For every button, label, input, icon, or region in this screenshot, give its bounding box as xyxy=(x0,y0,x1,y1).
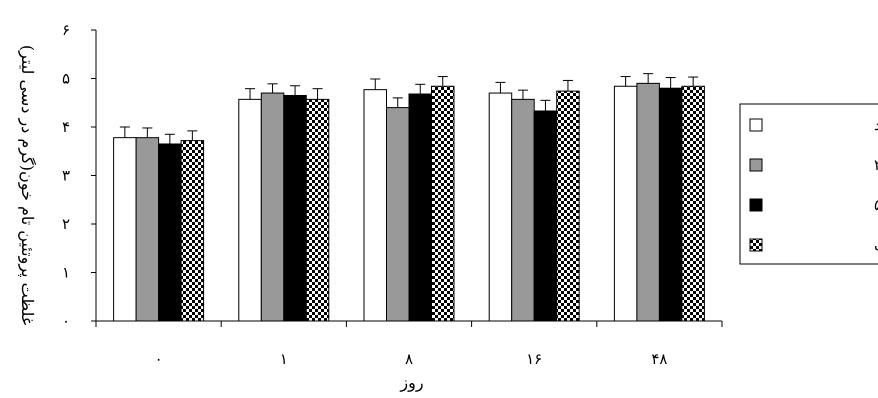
bar xyxy=(636,82,660,322)
legend-box xyxy=(739,103,878,265)
y-tick-label: ۵ xyxy=(62,70,70,88)
bar xyxy=(488,92,513,322)
bar xyxy=(113,137,137,322)
bar xyxy=(260,92,285,322)
bar xyxy=(238,98,262,322)
x-tick-label: ۰ xyxy=(155,350,163,368)
legend-label: شاهد xyxy=(874,116,878,134)
x-tick-label: ۱۶ xyxy=(526,350,542,368)
y-tick-label: ۳ xyxy=(62,167,70,185)
x-axis-title: روز xyxy=(399,373,423,392)
legend-label: پروبیوتیک ۲/۵ xyxy=(874,156,878,174)
bar xyxy=(305,98,330,322)
y-tick-label: ۴ xyxy=(62,118,70,136)
legend: شاهد پروبیوتیک ۲/۵ پروبیوتیک ۵ سینبیوتیک xyxy=(739,103,878,265)
legend-label: سینبیوتیک xyxy=(874,236,878,254)
y-tick-label: ۱ xyxy=(62,264,70,282)
x-tick-label: ۸ xyxy=(405,350,413,368)
bar xyxy=(158,143,182,322)
y-tick-label: ۲ xyxy=(62,215,70,233)
bar xyxy=(408,93,432,322)
legend-label: پروبیوتیک ۵ xyxy=(874,196,878,214)
bar xyxy=(363,89,387,322)
bar xyxy=(180,140,205,322)
bar xyxy=(681,85,705,322)
y-axis-title: غلظت پروتئین تام خون(گرم در دسی لیتر) xyxy=(18,45,37,325)
bar xyxy=(613,85,638,322)
bar xyxy=(386,107,410,322)
bar xyxy=(556,90,580,322)
bar xyxy=(511,98,535,322)
bar xyxy=(283,94,307,322)
bar xyxy=(533,110,558,322)
legend-swatch xyxy=(749,158,763,172)
legend-swatch xyxy=(749,118,763,132)
bar xyxy=(658,87,683,322)
y-tick-label: ۶ xyxy=(62,21,70,39)
x-tick-label: ۴۸ xyxy=(651,350,667,368)
bar xyxy=(431,85,455,322)
legend-swatch xyxy=(749,198,763,212)
plot-area: ۰ ۱ ۸ ۱۶ ۴۸ ۰ ۱ ۲ ۳ ۴ ۵ ۶ xyxy=(62,21,723,368)
x-tick-label: ۱ xyxy=(280,350,288,368)
y-tick-label: ۰ xyxy=(62,312,70,330)
legend-swatch xyxy=(749,238,763,252)
bar xyxy=(135,137,160,322)
